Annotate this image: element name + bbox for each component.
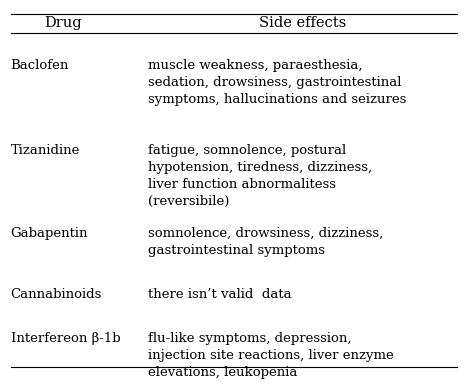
- Text: somnolence, drowsiness, dizziness,
gastrointestinal symptoms: somnolence, drowsiness, dizziness, gastr…: [148, 227, 383, 257]
- Text: Tizanidine: Tizanidine: [11, 144, 80, 157]
- Text: Drug: Drug: [44, 16, 82, 30]
- Text: Interfereon β-1b: Interfereon β-1b: [11, 332, 120, 345]
- Text: flu-like symptoms, depression,
injection site reactions, liver enzyme
elevations: flu-like symptoms, depression, injection…: [148, 332, 393, 379]
- Text: Side effects: Side effects: [258, 16, 346, 30]
- Text: Baclofen: Baclofen: [11, 59, 69, 72]
- Text: there isn’t valid  data: there isn’t valid data: [148, 288, 292, 301]
- Text: Cannabinoids: Cannabinoids: [11, 288, 102, 301]
- Text: fatigue, somnolence, postural
hypotension, tiredness, dizziness,
liver function : fatigue, somnolence, postural hypotensio…: [148, 144, 372, 208]
- Text: Gabapentin: Gabapentin: [11, 227, 88, 240]
- Text: muscle weakness, paraesthesia,
sedation, drowsiness, gastrointestinal
symptoms, : muscle weakness, paraesthesia, sedation,…: [148, 59, 406, 106]
